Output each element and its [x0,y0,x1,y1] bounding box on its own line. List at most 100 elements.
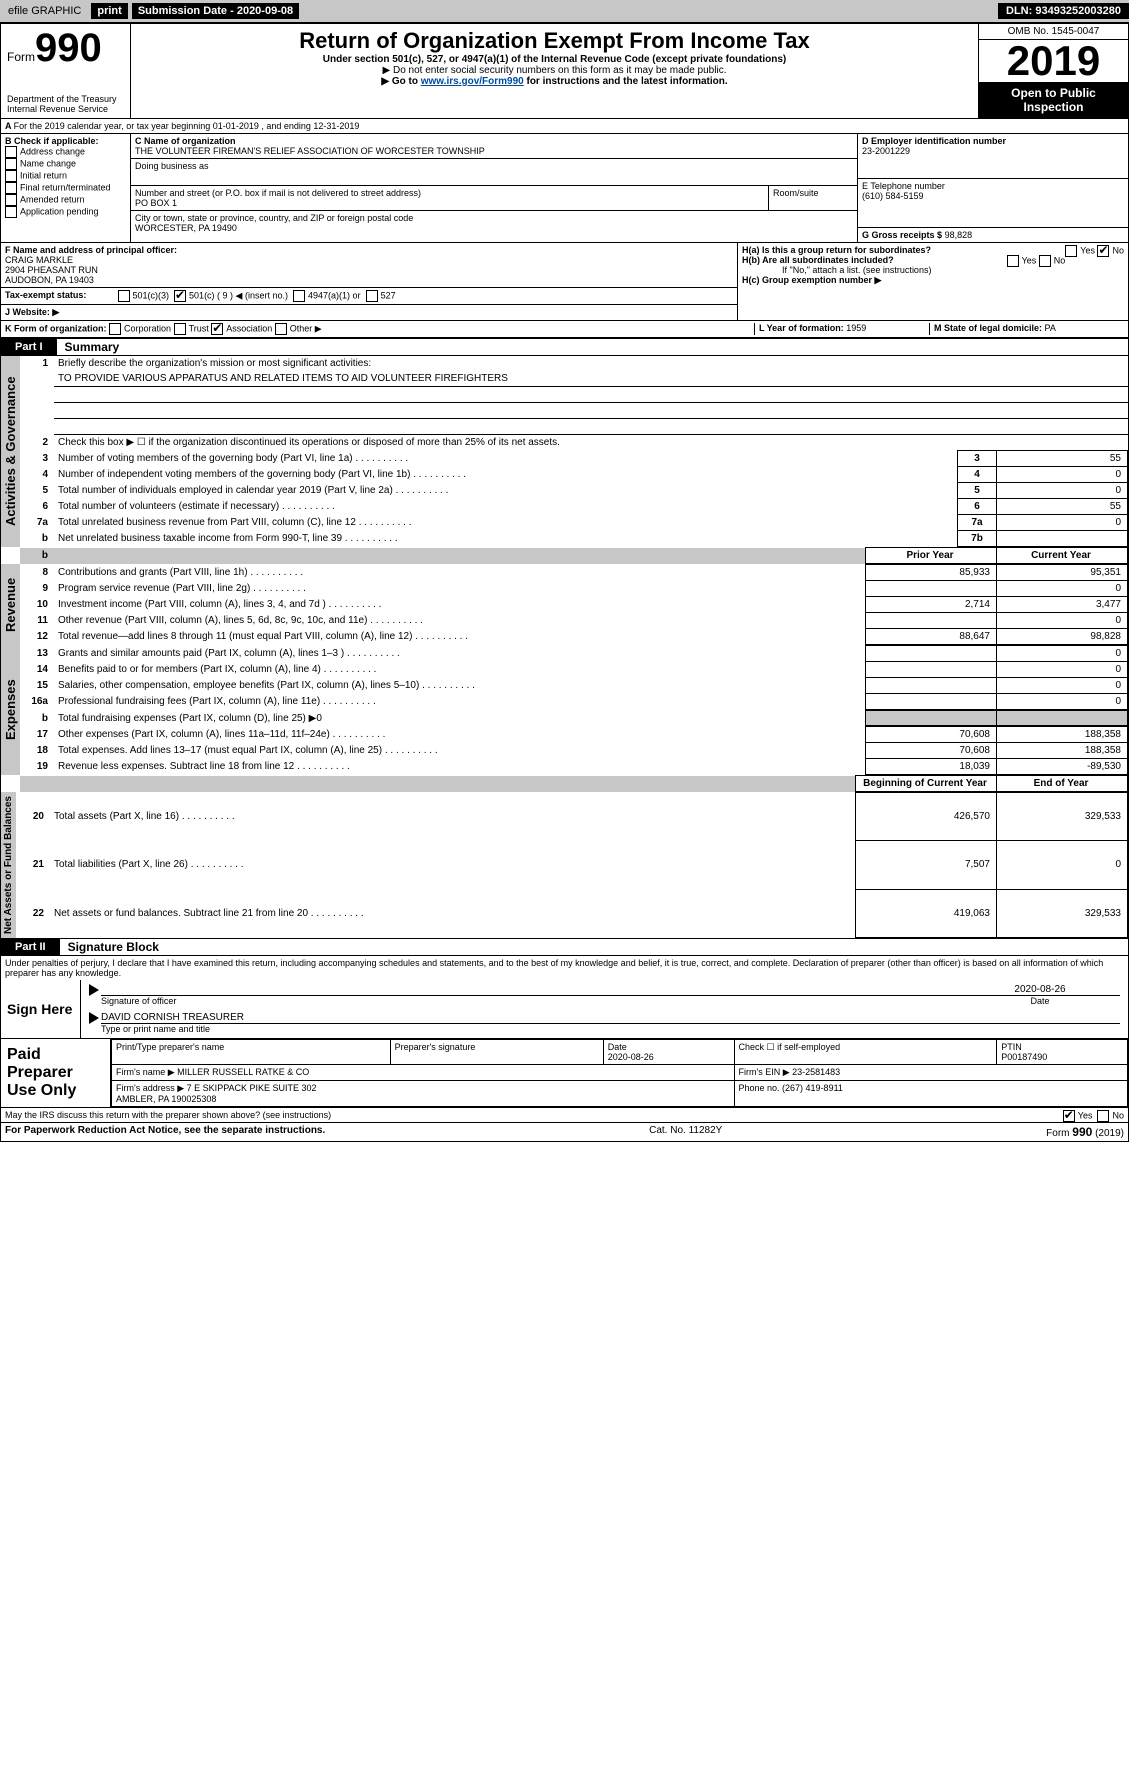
table-row: 10Investment income (Part VIII, column (… [20,597,1128,613]
dln-label: DLN: 93493252003280 [998,3,1129,19]
triangle-icon [89,984,99,996]
part1-header: Part I Summary [1,338,1128,356]
mission-label: Briefly describe the organization's miss… [54,356,1128,371]
table-row: 19Revenue less expenses. Subtract line 1… [20,759,1128,775]
inspection-label: Open to Public Inspection [979,82,1128,118]
box-m: M State of legal domicile: PA [929,323,1124,335]
efile-label: efile GRAPHIC [0,0,89,22]
signer-name: DAVID CORNISH TREASURER [101,1012,1120,1024]
room-label: Room/suite [773,188,853,198]
cb-amended[interactable]: Amended return [5,194,126,206]
form-title: Return of Organization Exempt From Incom… [143,28,966,54]
table-row: bNet unrelated business taxable income f… [20,531,1128,547]
table-row: 8Contributions and grants (Part VIII, li… [20,565,1128,581]
box-l: L Year of formation: 1959 [754,323,929,335]
paperwork-notice: For Paperwork Reduction Act Notice, see … [5,1125,325,1139]
dba-label: Doing business as [135,161,853,171]
hc-row: H(c) Group exemption number ▶ [742,275,1124,286]
table-row: 15Salaries, other compensation, employee… [20,678,1128,694]
identity-block: B Check if applicable: Address change Na… [1,134,1128,243]
prior-year-head: Prior Year [866,548,997,564]
box-k: K Form of organization: Corporation Trus… [5,323,754,335]
department-label: Department of the Treasury Internal Reve… [7,94,124,114]
perjury-text: Under penalties of perjury, I declare th… [1,956,1128,980]
governance-label: Activities & Governance [1,356,20,547]
table-row: 17Other expenses (Part IX, column (A), l… [20,727,1128,743]
table-cell: Check ☐ if self-employed [734,1040,997,1065]
date-label: Date [960,996,1120,1006]
officer-label: F Name and address of principal officer: [5,245,177,255]
revenue-label: Revenue [1,564,20,645]
table-row: 16aProfessional fundraising fees (Part I… [20,694,1128,710]
mission-value: TO PROVIDE VARIOUS APPARATUS AND RELATED… [54,371,1128,387]
table-row: 22Net assets or fund balances. Subtract … [16,889,1128,937]
officer-addr2: AUDOBON, PA 19403 [5,275,94,285]
table-row: 3Number of voting members of the governi… [20,451,1128,467]
page-footer: For Paperwork Reduction Act Notice, see … [1,1123,1128,1141]
line-a: A For the 2019 calendar year, or tax yea… [1,119,1128,134]
phone-value: (610) 584-5159 [862,191,1124,201]
signer-name-label: Type or print name and title [101,1024,1120,1034]
top-bar: efile GRAPHIC print Submission Date - 20… [0,0,1129,23]
cb-pending[interactable]: Application pending [5,206,126,218]
form-subtitle: Under section 501(c), 527, or 4947(a)(1)… [143,54,966,65]
table-cell: PTIN P00187490 [997,1040,1128,1065]
tax-year: 2019 [979,40,1128,82]
table-row: 13Grants and similar amounts paid (Part … [20,646,1128,662]
hb-note: If "No," attach a list. (see instruction… [742,265,1124,275]
paid-preparer-label: Paid Preparer Use Only [1,1039,111,1107]
table-row: 21Total liabilities (Part X, line 26)7,5… [16,841,1128,889]
line16b: Total fundraising expenses (Part IX, col… [54,711,866,726]
irs-link[interactable]: www.irs.gov/Form990 [421,76,524,87]
box-i: Tax-exempt status: 501(c)(3) 501(c) ( 9 … [1,288,737,305]
governance-section: Activities & Governance 1Briefly describ… [1,356,1128,547]
cb-initial[interactable]: Initial return [5,170,126,182]
form-ref: Form 990 (2019) [1046,1125,1124,1139]
cb-name[interactable]: Name change [5,158,126,170]
org-name: THE VOLUNTEER FIREMAN'S RELIEF ASSOCIATI… [135,146,853,156]
city-label: City or town, state or province, country… [135,213,853,223]
org-name-label: C Name of organization [135,136,853,146]
discuss-yes[interactable] [1063,1110,1075,1122]
box-b-label: B Check if applicable: [5,136,126,146]
print-button[interactable]: print [91,3,127,19]
officer-group-block: F Name and address of principal officer:… [1,243,1128,321]
begin-year-head: Beginning of Current Year [856,776,997,792]
cb-final[interactable]: Final return/terminated [5,182,126,194]
discuss-no[interactable] [1097,1110,1109,1122]
street-value: PO BOX 1 [135,198,764,208]
table-cell: Print/Type preparer's name [112,1040,391,1065]
netassets-label: Net Assets or Fund Balances [1,792,16,938]
cb-address[interactable]: Address change [5,146,126,158]
table-row: 7aTotal unrelated business revenue from … [20,515,1128,531]
triangle-icon [89,1012,99,1024]
ssn-note: ▶ Do not enter social security numbers o… [143,65,966,76]
ein-label: D Employer identification number [862,136,1124,146]
street-label: Number and street (or P.O. box if mail i… [135,188,764,198]
klm-row: K Form of organization: Corporation Trus… [1,321,1128,338]
end-year-head: End of Year [997,776,1128,792]
form-word: Form [7,50,35,64]
gross-value: 98,828 [945,230,973,240]
cat-no: Cat. No. 11282Y [649,1125,722,1139]
sign-block: Sign Here 2020-08-26 Signature of office… [1,980,1128,1039]
netassets-section: Net Assets or Fund Balances 20Total asse… [1,792,1128,938]
form-container: Form990 Department of the Treasury Inter… [0,23,1129,1142]
firm-phone: Phone no. (267) 419-8911 [734,1081,1128,1107]
discuss-row: May the IRS discuss this return with the… [1,1108,1128,1123]
table-row: 18Total expenses. Add lines 13–17 (must … [20,743,1128,759]
table-cell: Date 2020-08-26 [603,1040,734,1065]
part2-header: Part II Signature Block [1,938,1128,956]
expenses-label: Expenses [1,645,20,775]
firm-name: MILLER RUSSELL RATKE & CO [177,1067,309,1077]
ein-value: 23-2001229 [862,146,1124,156]
line2: Check this box ▶ ☐ if the organization d… [54,435,1128,451]
table-row: 12Total revenue—add lines 8 through 11 (… [20,629,1128,645]
city-value: WORCESTER, PA 19490 [135,223,853,233]
colhead2-row: . Beginning of Current Year End of Year [1,775,1128,792]
goto-note: ▶ Go to www.irs.gov/Form990 for instruct… [143,76,966,87]
sign-here-label: Sign Here [1,980,81,1038]
table-row: 11Other revenue (Part VIII, column (A), … [20,613,1128,629]
form-number: 990 [35,26,102,70]
colhead-row: . b Prior Year Current Year [1,547,1128,564]
